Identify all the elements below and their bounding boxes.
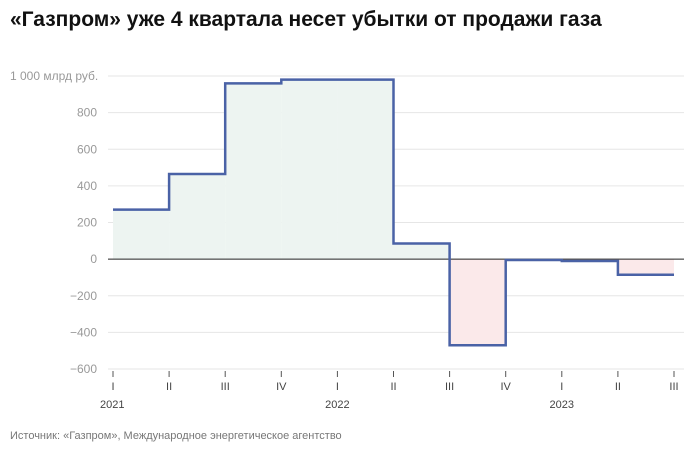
grid-lines [108, 75, 684, 370]
year-label: 2022 [325, 399, 349, 411]
area-segment [169, 173, 226, 260]
area-fills [113, 79, 674, 346]
x-tick-label: II [390, 381, 396, 393]
x-tick-label: I [560, 381, 563, 393]
x-tick-label: III [445, 381, 454, 393]
x-tick-label: II [166, 381, 172, 393]
source-note: Источник: «Газпром», Международное энерг… [10, 430, 342, 442]
area-segment [449, 259, 506, 346]
chart-title: «Газпром» уже 4 квартала несет убытки от… [10, 8, 602, 31]
y-tick-label: 0 [90, 252, 97, 266]
area-segment [617, 259, 674, 275]
x-tick-label: III [669, 381, 678, 393]
y-tick-label: −400 [70, 325, 97, 339]
area-segment [337, 79, 394, 260]
area-segment [281, 79, 338, 260]
x-tick-label: IV [276, 381, 287, 393]
area-segment [113, 209, 170, 260]
y-tick-label: −600 [70, 362, 97, 376]
x-tick-label: I [111, 381, 114, 393]
area-segment [393, 243, 450, 260]
y-tick-label: 200 [77, 216, 97, 230]
series-line [113, 78, 674, 347]
y-tick-label: 400 [77, 179, 97, 193]
x-tick-label: III [221, 381, 230, 393]
x-tick-label: IV [500, 381, 511, 393]
y-axis-ticks: −600 −400 −200 0 200 400 600 800 1 000 млрд руб. [10, 69, 98, 376]
year-label: 2021 [100, 399, 124, 411]
year-label: 2023 [550, 399, 574, 411]
x-tick-label: I [336, 381, 339, 393]
y-tick-label: 1 000 млрд руб. [10, 69, 98, 83]
y-tick-label: −200 [70, 289, 97, 303]
x-tick-label: II [615, 381, 621, 393]
y-tick-label: 600 [77, 142, 97, 156]
area-segment [225, 83, 282, 260]
y-tick-label: 800 [77, 106, 97, 120]
series-line-group [113, 78, 674, 347]
